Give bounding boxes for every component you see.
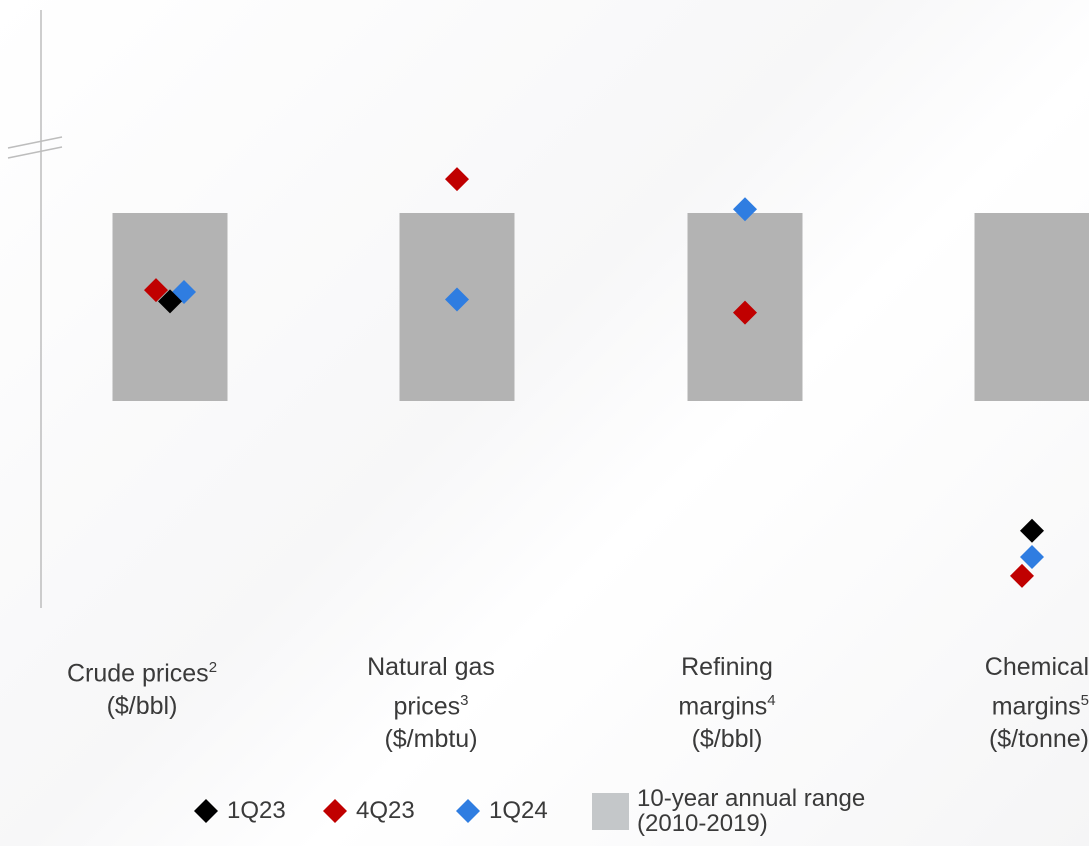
footnote-marker: 3 — [460, 692, 469, 709]
category-label-text: Refining — [681, 653, 773, 681]
category-unit: ($/mbtu) — [384, 725, 478, 754]
footnote-marker: 4 — [767, 692, 776, 709]
category-label-gas: Natural gas prices3 ($/mbtu) — [316, 651, 546, 756]
category-label-text: margins — [991, 692, 1081, 721]
data-point-1q24 — [1020, 545, 1044, 570]
category-label-refining: Refining margins4 ($/bbl) — [612, 651, 842, 756]
data-point-1q23 — [158, 289, 182, 314]
axis-break-mark — [7, 146, 63, 159]
data-point-4q23 — [144, 278, 168, 303]
data-point-4q23 — [1010, 563, 1034, 588]
category-unit: ($/bbl) — [106, 692, 178, 721]
data-point-1q23 — [1020, 518, 1044, 543]
category-unit: ($/bbl) — [691, 725, 763, 754]
axis-break-mark — [7, 136, 63, 149]
category-label-text: Crude prices — [66, 659, 209, 688]
footnote-marker: 2 — [208, 659, 218, 676]
category-label-crude: Crude prices2 ($/bbl) — [27, 651, 257, 723]
data-point-4q23 — [445, 167, 469, 192]
category-label-text: Natural gas — [367, 653, 495, 681]
data-point-1q24 — [733, 197, 757, 222]
category-label-text: Chemical — [984, 653, 1089, 681]
footnote-marker: 5 — [1080, 692, 1089, 709]
data-point-1q24 — [445, 287, 469, 312]
range-bar — [974, 213, 1089, 401]
category-label-chemical: Chemical margins5 ($/tonne) — [906, 651, 1089, 756]
category-label-text: margins — [678, 692, 768, 721]
data-point-4q23 — [733, 300, 757, 325]
category-label-text: prices — [393, 692, 461, 721]
category-unit: ($/tonne) — [988, 725, 1089, 754]
